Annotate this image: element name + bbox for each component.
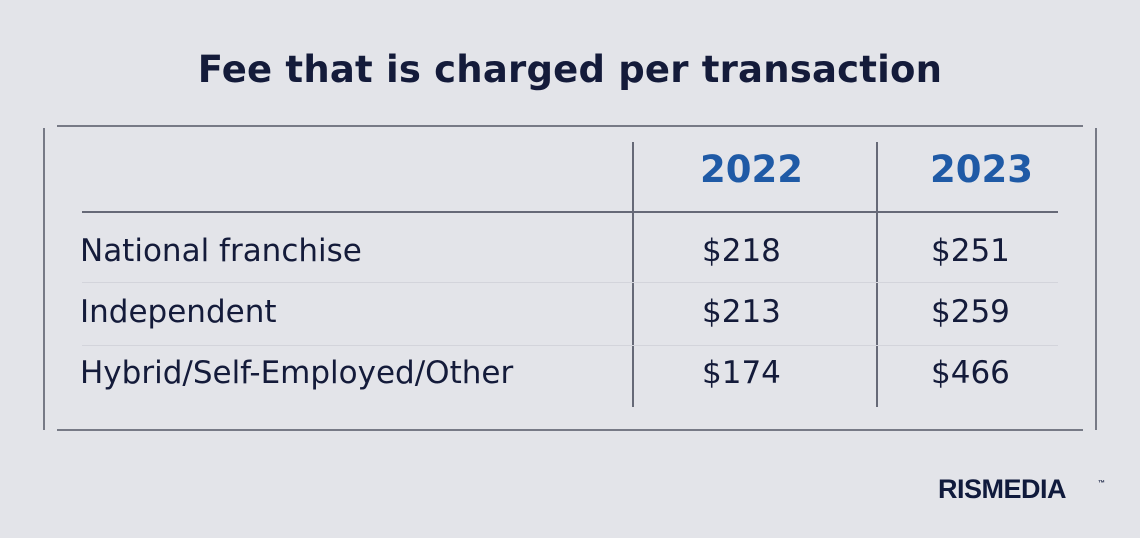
column-header-2023: 2023 — [930, 148, 1033, 191]
rismedia-logo: RISMEDIA — [938, 474, 1067, 504]
row-label: National franchise — [80, 233, 362, 269]
trademark-mark: ™ — [1098, 480, 1105, 487]
column-divider — [632, 142, 634, 407]
column-divider — [876, 142, 878, 407]
table-cell: $466 — [931, 355, 1010, 391]
frame-right-line — [1095, 128, 1097, 430]
row-divider — [82, 345, 1058, 346]
row-label: Independent — [80, 294, 277, 330]
table-cell: $259 — [931, 294, 1010, 330]
row-divider — [82, 282, 1058, 283]
frame-left-line — [43, 128, 45, 430]
frame-top-line — [57, 125, 1083, 127]
table-cell: $174 — [702, 355, 781, 391]
header-divider — [82, 211, 1058, 213]
row-label: Hybrid/Self-Employed/Other — [80, 355, 514, 391]
table-cell: $213 — [702, 294, 781, 330]
table-cell: $251 — [931, 233, 1010, 269]
column-header-2022: 2022 — [700, 148, 803, 191]
frame-bottom-line — [57, 429, 1083, 431]
table-cell: $218 — [702, 233, 781, 269]
chart-title: Fee that is charged per transaction — [197, 48, 943, 91]
